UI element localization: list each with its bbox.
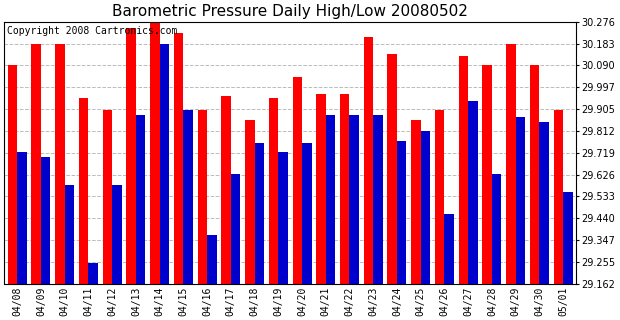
Bar — [539, 122, 549, 284]
Title: Barometric Pressure Daily High/Low 20080502: Barometric Pressure Daily High/Low 20080… — [112, 4, 468, 19]
Bar — [411, 120, 421, 284]
Bar — [245, 120, 255, 284]
Text: Copyright 2008 Cartronics.com: Copyright 2008 Cartronics.com — [7, 26, 177, 36]
Bar — [221, 96, 231, 284]
Bar — [506, 44, 516, 284]
Bar — [32, 44, 41, 284]
Bar — [563, 192, 573, 284]
Bar — [340, 94, 350, 284]
Bar — [492, 174, 502, 284]
Bar — [373, 115, 383, 284]
Bar — [64, 185, 74, 284]
Bar — [150, 23, 159, 284]
Bar — [530, 66, 539, 284]
Bar — [136, 115, 145, 284]
Bar — [350, 115, 359, 284]
Bar — [55, 44, 64, 284]
Bar — [79, 98, 89, 284]
Bar — [7, 66, 17, 284]
Bar — [316, 94, 326, 284]
Bar — [326, 115, 335, 284]
Bar — [397, 141, 407, 284]
Bar — [516, 117, 525, 284]
Bar — [103, 110, 112, 284]
Bar — [364, 37, 373, 284]
Bar — [293, 77, 302, 284]
Bar — [184, 110, 193, 284]
Bar — [207, 235, 216, 284]
Bar — [554, 110, 563, 284]
Bar — [468, 101, 477, 284]
Bar — [482, 66, 492, 284]
Bar — [89, 263, 98, 284]
Bar — [159, 44, 169, 284]
Bar — [388, 54, 397, 284]
Bar — [435, 110, 445, 284]
Bar — [41, 157, 50, 284]
Bar — [231, 174, 241, 284]
Bar — [112, 185, 122, 284]
Bar — [255, 143, 264, 284]
Bar — [174, 33, 184, 284]
Bar — [198, 110, 207, 284]
Bar — [269, 98, 278, 284]
Bar — [421, 131, 430, 284]
Bar — [278, 152, 288, 284]
Bar — [445, 214, 454, 284]
Bar — [126, 28, 136, 284]
Bar — [17, 152, 27, 284]
Bar — [459, 56, 468, 284]
Bar — [302, 143, 311, 284]
